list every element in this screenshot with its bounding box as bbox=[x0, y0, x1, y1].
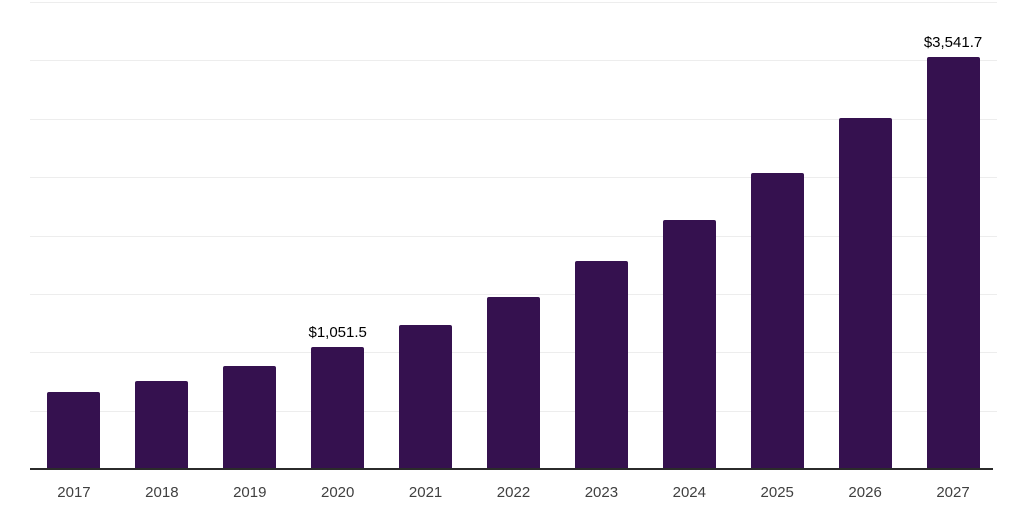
x-tick-label-2025: 2025 bbox=[760, 484, 794, 501]
gridline-3000 bbox=[30, 118, 997, 120]
bar-2022[interactable] bbox=[486, 296, 540, 470]
x-tick-label-2020: 2020 bbox=[320, 484, 355, 501]
x-tick-label-2027: 2027 bbox=[936, 484, 970, 501]
x-tick-label-2023: 2023 bbox=[584, 484, 619, 501]
x-axis-line bbox=[30, 468, 993, 470]
x-tick-label-2026: 2026 bbox=[848, 484, 882, 501]
bar-2018[interactable] bbox=[135, 381, 189, 470]
bar-2026[interactable] bbox=[838, 118, 892, 470]
plot-area: $1,051.5 $3,541.7 bbox=[30, 2, 997, 470]
x-tick-label-2022: 2022 bbox=[496, 484, 531, 501]
bar-slot-2027: $3,541.7 bbox=[909, 3, 997, 470]
bar-2027[interactable] bbox=[926, 56, 980, 470]
gridline-1500 bbox=[30, 293, 997, 295]
bar-2020[interactable] bbox=[311, 347, 365, 470]
bars-layer: $1,051.5 $3,541.7 bbox=[30, 3, 997, 470]
gridline-3500 bbox=[30, 60, 997, 62]
x-tick-label-2017: 2017 bbox=[57, 484, 91, 501]
bar-slot-2018 bbox=[118, 3, 206, 470]
x-axis-labels: 2017 2018 2019 2020 2021 2022 2023 2024 2025 2026… bbox=[30, 484, 997, 502]
bar-slot-2024 bbox=[645, 3, 733, 470]
bar-slot-2019 bbox=[206, 3, 294, 470]
x-tick-label-2024: 2024 bbox=[672, 484, 706, 501]
bar-value-label-2020: $1,051.5 bbox=[308, 324, 367, 342]
bar-slot-2023 bbox=[557, 3, 645, 470]
bar-slot-2026 bbox=[821, 3, 909, 470]
bar-slot-2022 bbox=[470, 3, 558, 470]
bar-2024[interactable] bbox=[662, 219, 716, 470]
x-tick-label-2018: 2018 bbox=[145, 484, 179, 501]
bar-slot-2017 bbox=[30, 3, 118, 470]
bar-2017[interactable] bbox=[47, 392, 101, 470]
bar-2019[interactable] bbox=[223, 366, 277, 470]
bar-slot-2025 bbox=[733, 3, 821, 470]
bar-2025[interactable] bbox=[750, 173, 804, 470]
x-tick-label-2021: 2021 bbox=[408, 484, 443, 501]
bar-2023[interactable] bbox=[574, 260, 628, 470]
bar-slot-2021 bbox=[382, 3, 470, 470]
bar-slot-2020: $1,051.5 bbox=[294, 3, 382, 470]
gridline-2000 bbox=[30, 235, 997, 237]
bar-2021[interactable] bbox=[399, 324, 453, 470]
gridline-4000 bbox=[30, 2, 997, 3]
x-tick-label-2019: 2019 bbox=[233, 484, 267, 501]
gridline-2500 bbox=[30, 177, 997, 179]
bar-value-label-2027: $3,541.7 bbox=[923, 33, 983, 51]
